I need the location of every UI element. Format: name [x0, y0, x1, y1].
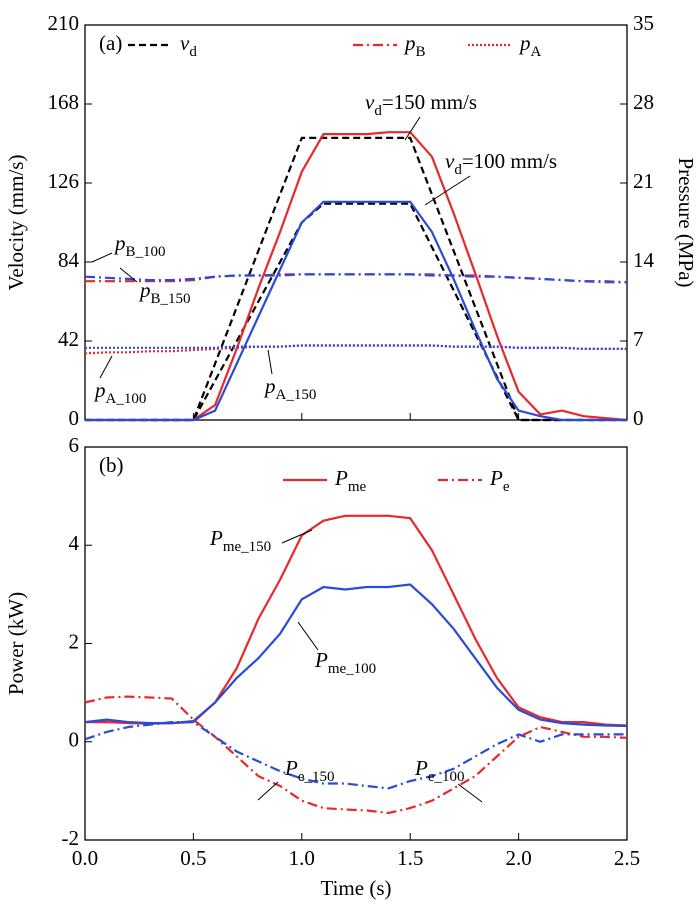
- y-axis-label: Velocity (mm/s): [4, 155, 28, 291]
- annotation-rest: =150 mm/s: [382, 90, 477, 114]
- annotation-sub: A_150: [276, 387, 317, 403]
- annotation-main: p: [93, 378, 106, 402]
- annotation-sub: e_100: [428, 769, 465, 785]
- series-line: [85, 514, 628, 727]
- legend-label: Pme: [334, 466, 366, 496]
- panel-label: (b): [99, 453, 124, 477]
- annotation-sub: e_150: [298, 769, 335, 785]
- x-tick-label: 1.0: [289, 846, 315, 870]
- annotation-sub: d: [374, 103, 382, 119]
- annotation-sub: d: [454, 162, 462, 178]
- legend-label: pA: [518, 31, 542, 61]
- legend-label-sub: d: [189, 44, 197, 60]
- legend-label-sub: e: [503, 479, 510, 495]
- plot-frame: [84, 446, 628, 841]
- annotation-main: P: [314, 648, 328, 672]
- annotation: pB_150: [138, 278, 191, 308]
- annotation-sub: me_100: [328, 661, 376, 677]
- legend-label-sub: A: [531, 44, 542, 60]
- y-tick-label: 42: [58, 327, 79, 351]
- legend-label-main: P: [334, 466, 348, 490]
- series-line: [85, 200, 627, 422]
- annotation-main: p: [113, 231, 126, 255]
- annotation: vd=100 mm/s: [445, 149, 557, 179]
- x-tick-label: 0.0: [72, 846, 98, 870]
- annotation-leader: [457, 783, 483, 803]
- annotation: pA_100: [93, 378, 146, 408]
- legend-label-main: v: [180, 31, 190, 55]
- y-tick-label: 6: [69, 433, 80, 457]
- annotation: pA_150: [263, 374, 316, 404]
- x-tick-label: 2.5: [614, 846, 640, 870]
- series-line: [84, 721, 627, 790]
- annotation-main: p: [263, 374, 276, 398]
- annotation: Pe_150: [284, 756, 335, 786]
- x-tick-label: 0.5: [180, 846, 206, 870]
- series-line: [85, 344, 627, 350]
- panel-label: (a): [99, 31, 122, 55]
- annotation-leader: [99, 355, 113, 379]
- series-line: [84, 273, 628, 284]
- y2-tick-label: 14: [633, 248, 655, 272]
- legend-label-sub: B: [416, 44, 426, 60]
- annotation-main: P: [284, 756, 298, 780]
- annotation-main: v: [365, 90, 375, 114]
- series-line: [84, 583, 628, 728]
- annotation: pB_100: [113, 231, 166, 261]
- y2-tick-label: 0: [633, 406, 644, 430]
- y2-tick-label: 35: [633, 11, 654, 35]
- y-tick-label: 210: [48, 11, 80, 35]
- x-axis-label: Time (s): [321, 876, 392, 900]
- annotation-leader: [281, 529, 313, 544]
- annotation: Pme_150: [209, 526, 271, 556]
- annotation-sub: A_100: [106, 391, 147, 407]
- annotation-leader: [424, 175, 471, 206]
- y-tick-label: 2: [69, 629, 80, 653]
- annotation: Pme_100: [314, 648, 376, 678]
- legend-label: vd: [180, 31, 197, 61]
- annotation: Pe_100: [414, 756, 465, 786]
- annotation-main: p: [138, 278, 151, 302]
- annotation-leader: [91, 252, 113, 263]
- annotation-leader: [404, 116, 421, 141]
- annotation-rest: =100 mm/s: [462, 149, 557, 173]
- legend-label-sub: me: [348, 479, 367, 495]
- y-tick-label: 126: [48, 169, 80, 193]
- annotation-sub: B_150: [151, 291, 191, 307]
- y-tick-label: 84: [58, 248, 80, 272]
- y2-tick-label: 28: [633, 90, 654, 114]
- x-tick-label: 1.5: [397, 846, 423, 870]
- series-line: [84, 344, 627, 355]
- series-line: [85, 202, 627, 422]
- legend-label-main: p: [403, 31, 416, 55]
- annotation-sub: B_100: [126, 244, 166, 260]
- annotation-leader: [297, 621, 319, 651]
- legend-label: pB: [403, 31, 426, 61]
- series-line: [84, 695, 628, 815]
- annotation-main: P: [414, 756, 428, 780]
- annotation-leader: [119, 267, 138, 283]
- plot-frame: [84, 24, 628, 421]
- annotation-leader: [267, 349, 273, 375]
- y-tick-label: -2: [62, 826, 80, 850]
- legend-label-main: p: [518, 31, 531, 55]
- y-tick-label: 4: [69, 531, 80, 555]
- annotation-main: P: [209, 526, 223, 550]
- annotation: vd=150 mm/s: [365, 90, 477, 120]
- legend-label: Pe: [489, 466, 510, 496]
- annotation-leader: [257, 781, 279, 801]
- y-axis-label: Power (kW): [4, 592, 28, 695]
- annotation-main: v: [445, 149, 455, 173]
- y2-tick-label: 21: [633, 169, 654, 193]
- y-tick-label: 0: [69, 728, 80, 752]
- series-line: [85, 131, 628, 422]
- y-tick-label: 0: [69, 406, 80, 430]
- y-tick-label: 168: [48, 90, 80, 114]
- y2-tick-label: 7: [633, 327, 644, 351]
- annotation-sub: me_150: [223, 539, 271, 555]
- legend-label-main: P: [489, 466, 503, 490]
- y2-axis-label: Pressure (MPa): [674, 157, 698, 287]
- x-tick-label: 2.0: [505, 846, 531, 870]
